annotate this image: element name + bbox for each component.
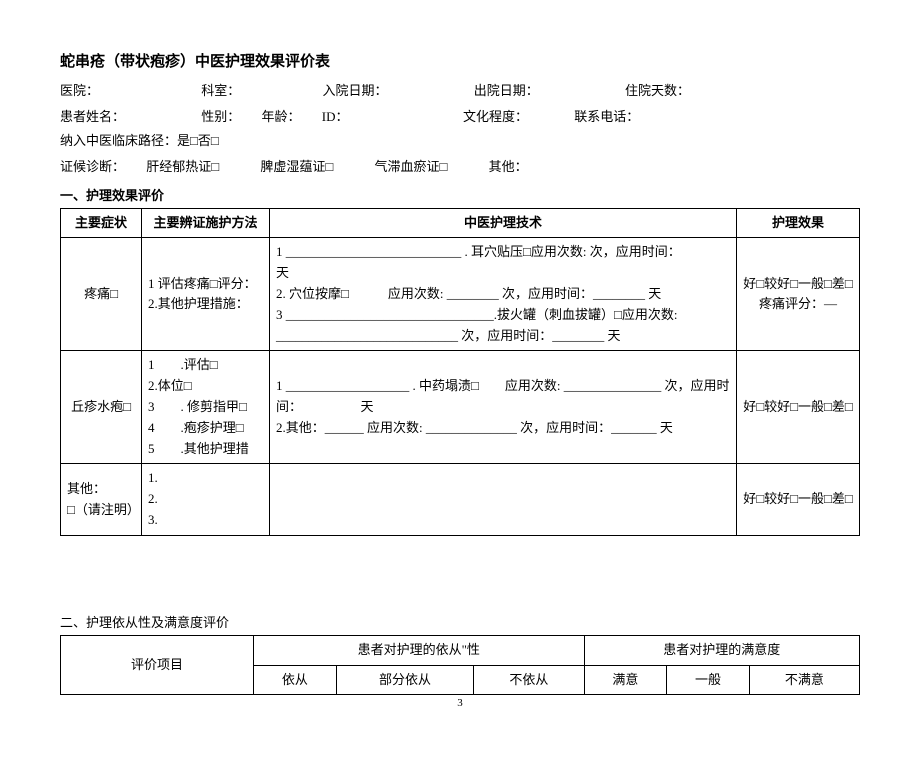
r2-effect: 好□较好□一般□差□ xyxy=(737,351,860,464)
r3-other-label: 其他： xyxy=(67,479,135,500)
stay-days-label: 住院天数： xyxy=(625,79,690,102)
info-line-2: 患者姓名： 性别： 年龄： ID： 文化程度： 联系电话： 纳入中医临床路径：是… xyxy=(60,105,860,152)
t1-h2: 主要辨证施护方法 xyxy=(142,208,270,238)
r1-symptom: 疼痛□ xyxy=(61,238,142,351)
t2-h1: 评价项目 xyxy=(61,635,254,695)
info-line-3: 证候诊断： 肝经郁热证□ 脾虚湿蕴证□ 气滞血瘀证□ 其他： xyxy=(60,155,860,178)
r2-tech: 1 ___________________ . 中药塌渍□ 应用次数: ____… xyxy=(270,351,737,464)
r3-effect: 好□较好□一般□差□ xyxy=(737,464,860,535)
r2-method: 1 .评估□ 2.体位□ 3 . 修剪指甲□ 4 .疱疹护理□ 5 .其他护理措 xyxy=(142,351,270,464)
t2-c4: 满意 xyxy=(584,665,667,695)
t2-c2: 部分依从 xyxy=(336,665,474,695)
age-label: 年龄： xyxy=(262,105,301,128)
syndrome-1: 肝经郁热证□ xyxy=(146,155,219,178)
syndrome-2: 脾虚湿蕴证□ xyxy=(260,155,333,178)
table-row: 丘疹水疱□ 1 .评估□ 2.体位□ 3 . 修剪指甲□ 4 .疱疹护理□ 5 … xyxy=(61,351,860,464)
dept-label: 科室： xyxy=(201,79,301,102)
diagnosis-label: 证候诊断： xyxy=(60,155,125,178)
phone-label: 联系电话： xyxy=(574,105,694,128)
section-1-head: 一、护理效果评价 xyxy=(60,185,860,204)
gender-label: 性别： xyxy=(201,105,240,128)
syndrome-3: 气滞血瘀证□ xyxy=(374,155,447,178)
t2-h2: 患者对护理的依从"性 xyxy=(254,635,585,665)
page-number: 3 xyxy=(60,697,860,709)
t1-h3: 中医护理技术 xyxy=(270,208,737,238)
evaluation-table-1: 主要症状 主要辨证施护方法 中医护理技术 护理效果 疼痛□ 1 评估疼痛□评分：… xyxy=(60,208,860,536)
admit-date-label: 入院日期： xyxy=(323,79,453,102)
section-2-head: 二、护理依从性及满意度评价 xyxy=(60,612,860,631)
education-label: 文化程度： xyxy=(463,105,553,128)
table-row: 疼痛□ 1 评估疼痛□评分： 2.其他护理措施： 1 _____________… xyxy=(61,238,860,351)
r1-tech: 1 ___________________________ . 耳穴贴压□应用次… xyxy=(270,238,737,351)
t2-h3: 患者对护理的满意度 xyxy=(584,635,859,665)
r3-symptom: 其他： □（请注明） xyxy=(61,464,142,535)
r3-method: 1. 2. 3. xyxy=(142,464,270,535)
r2-symptom: 丘疹水疱□ xyxy=(61,351,142,464)
pathway-label: 纳入中医临床路径：是□否□ xyxy=(60,129,219,152)
patient-name-label: 患者姓名： xyxy=(60,105,180,128)
r3-tech xyxy=(270,464,737,535)
info-line-1: 医院： 科室： 入院日期： 出院日期： 住院天数： xyxy=(60,79,860,102)
evaluation-table-2: 评价项目 患者对护理的依从"性 患者对护理的满意度 依从 部分依从 不依从 满意… xyxy=(60,635,860,696)
table-row: 其他： □（请注明） 1. 2. 3. 好□较好□一般□差□ xyxy=(61,464,860,535)
t1-h1: 主要症状 xyxy=(61,208,142,238)
t1-h4: 护理效果 xyxy=(737,208,860,238)
discharge-date-label: 出院日期： xyxy=(474,79,604,102)
page-title: 蛇串疮（带状疱疹）中医护理效果评价表 xyxy=(60,50,860,71)
t2-c3: 不依从 xyxy=(474,665,584,695)
t2-c6: 不满意 xyxy=(749,665,859,695)
hospital-label: 医院： xyxy=(60,79,180,102)
t2-c1: 依从 xyxy=(254,665,337,695)
syndrome-other: 其他： xyxy=(489,155,528,178)
r1-method: 1 评估疼痛□评分： 2.其他护理措施： xyxy=(142,238,270,351)
id-label: ID： xyxy=(322,105,442,128)
t2-c5: 一般 xyxy=(667,665,750,695)
r3-other-note: □（请注明） xyxy=(67,500,135,521)
